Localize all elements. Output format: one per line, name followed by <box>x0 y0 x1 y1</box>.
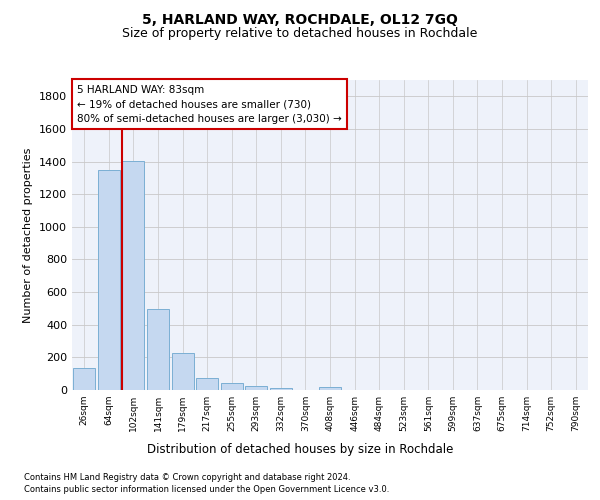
Bar <box>122 161 145 390</box>
Bar <box>147 309 169 390</box>
Text: Contains HM Land Registry data © Crown copyright and database right 2024.: Contains HM Land Registry data © Crown c… <box>24 472 350 482</box>
Bar <box>73 368 95 390</box>
Bar <box>270 388 292 390</box>
Bar <box>319 387 341 390</box>
Y-axis label: Number of detached properties: Number of detached properties <box>23 148 34 322</box>
Text: Distribution of detached houses by size in Rochdale: Distribution of detached houses by size … <box>147 442 453 456</box>
Bar <box>98 170 120 390</box>
Text: Size of property relative to detached houses in Rochdale: Size of property relative to detached ho… <box>122 28 478 40</box>
Bar <box>245 386 268 390</box>
Text: 5 HARLAND WAY: 83sqm
← 19% of detached houses are smaller (730)
80% of semi-deta: 5 HARLAND WAY: 83sqm ← 19% of detached h… <box>77 84 342 124</box>
Bar <box>172 354 194 390</box>
Bar <box>196 378 218 390</box>
Text: Contains public sector information licensed under the Open Government Licence v3: Contains public sector information licen… <box>24 485 389 494</box>
Bar <box>221 383 243 390</box>
Text: 5, HARLAND WAY, ROCHDALE, OL12 7GQ: 5, HARLAND WAY, ROCHDALE, OL12 7GQ <box>142 12 458 26</box>
